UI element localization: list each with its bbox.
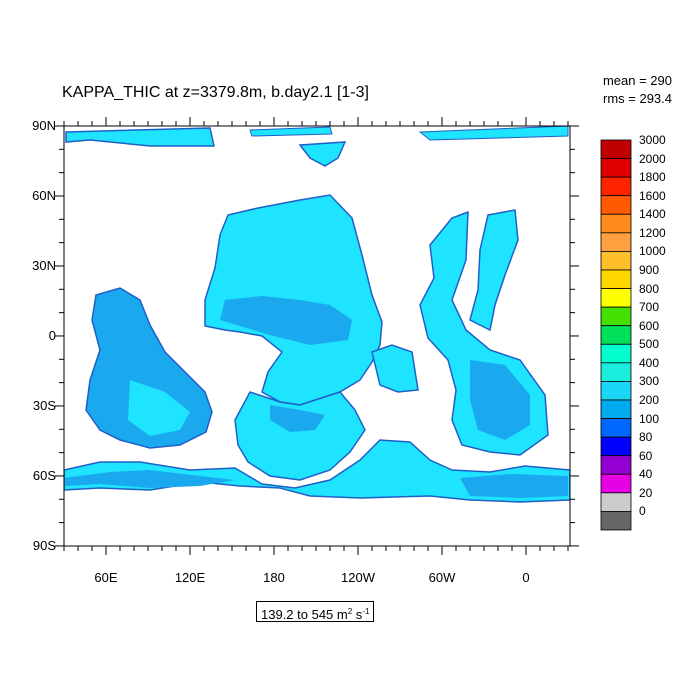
ocean-region-southern-deep [64, 470, 235, 488]
ocean-region-pacific-deep [220, 296, 352, 345]
colorbar-label: 1800 [639, 170, 666, 185]
colorbar-label: 800 [639, 281, 660, 296]
colorbar-box [600, 158, 632, 178]
colorbar-box [600, 343, 632, 364]
colorbar-box [600, 288, 632, 308]
colorbar-box [600, 399, 632, 419]
colorbar-box [600, 139, 632, 159]
colorbar-box [600, 251, 632, 271]
lon-label: 120E [174, 570, 206, 585]
ocean-region-southern-east [460, 474, 568, 498]
lon-label: 0 [522, 570, 530, 585]
colorbar-label: 0 [639, 504, 646, 519]
colorbar-label: 100 [639, 411, 660, 426]
range-exp2: -1 [362, 607, 370, 616]
colorbar-label: 1400 [639, 207, 666, 222]
colorbar-box [600, 492, 632, 512]
colorbar-box [600, 362, 632, 382]
colorbar-label: 40 [639, 467, 653, 482]
colorbar-box [600, 418, 632, 438]
colorbar-label: 400 [639, 355, 660, 370]
lat-label: 0 [48, 328, 56, 343]
axis-ticks [55, 117, 579, 555]
colorbar-label: 200 [639, 392, 660, 407]
colorbar-box [600, 473, 632, 494]
colorbar-label: 900 [639, 262, 660, 277]
colorbar-box [600, 269, 632, 289]
lat-label: 60S [32, 468, 56, 483]
lat-label: 30S [32, 398, 56, 413]
colorbar-box [600, 381, 632, 401]
lon-label: 120W [341, 570, 375, 585]
colorbar-box [600, 306, 632, 327]
colorbar-label: 2000 [639, 151, 666, 166]
colorbar-box [600, 195, 632, 215]
lat-label: 90N [32, 118, 56, 133]
lat-label: 60N [32, 188, 56, 203]
colorbar-label: 3000 [639, 133, 666, 147]
ocean-region-arctic-3 [418, 126, 569, 141]
ocean-region-arctic-4 [298, 141, 347, 167]
lon-label: 60W [428, 570, 456, 585]
ocean-region-indian-light [128, 380, 190, 436]
range-label: 139.2 to 545 m2 s-1 [256, 601, 375, 622]
colorbar-box [600, 455, 632, 475]
lat-label: 30N [32, 258, 56, 273]
colorbar-label: 600 [639, 318, 660, 333]
range-mid: s [352, 607, 363, 622]
colorbar-label: 20 [639, 485, 653, 500]
colorbar-box [600, 510, 632, 531]
colorbar-box [600, 176, 632, 197]
colorbar-label: 1200 [639, 225, 666, 240]
ocean-region-arctic-2 [249, 126, 333, 137]
ocean-region-atlantic-deep [470, 360, 530, 440]
ocean-region-atlantic-east [469, 209, 519, 332]
ocean-region-east-pacific [371, 344, 419, 393]
range-exp1: 2 [347, 607, 353, 616]
colorbar-box [600, 436, 632, 457]
colorbar-label: 60 [639, 448, 653, 463]
plot-title: KAPPA_THIC at z=3379.8m, b.day2.1 [1-3] [62, 84, 369, 101]
colorbar-label: 80 [639, 430, 653, 445]
rms-stat: rms = 293.4 [602, 91, 672, 106]
mean-stat: mean = 290 [602, 73, 672, 88]
colorbar [600, 139, 632, 531]
colorbar-box [600, 213, 632, 234]
field-layer [64, 126, 570, 503]
ocean-region-arctic [65, 127, 215, 147]
ocean-region-sw-pacific [234, 391, 366, 481]
colorbar-label: 700 [639, 300, 660, 315]
colorbar-label: 1000 [639, 244, 666, 259]
ocean-region-southern [64, 439, 570, 503]
lon-label: 180 [263, 570, 285, 585]
range-prefix: 139.2 to 545 m [261, 607, 348, 622]
lon-label: 60E [94, 570, 118, 585]
colorbar-box [600, 325, 632, 345]
colorbar-box [600, 232, 632, 252]
lat-label: 90S [32, 538, 56, 553]
colorbar-label: 500 [639, 337, 660, 352]
colorbar-label: 1600 [639, 188, 666, 203]
ocean-region-sw-pacific-deep [270, 405, 325, 432]
colorbar-label: 300 [639, 374, 660, 389]
